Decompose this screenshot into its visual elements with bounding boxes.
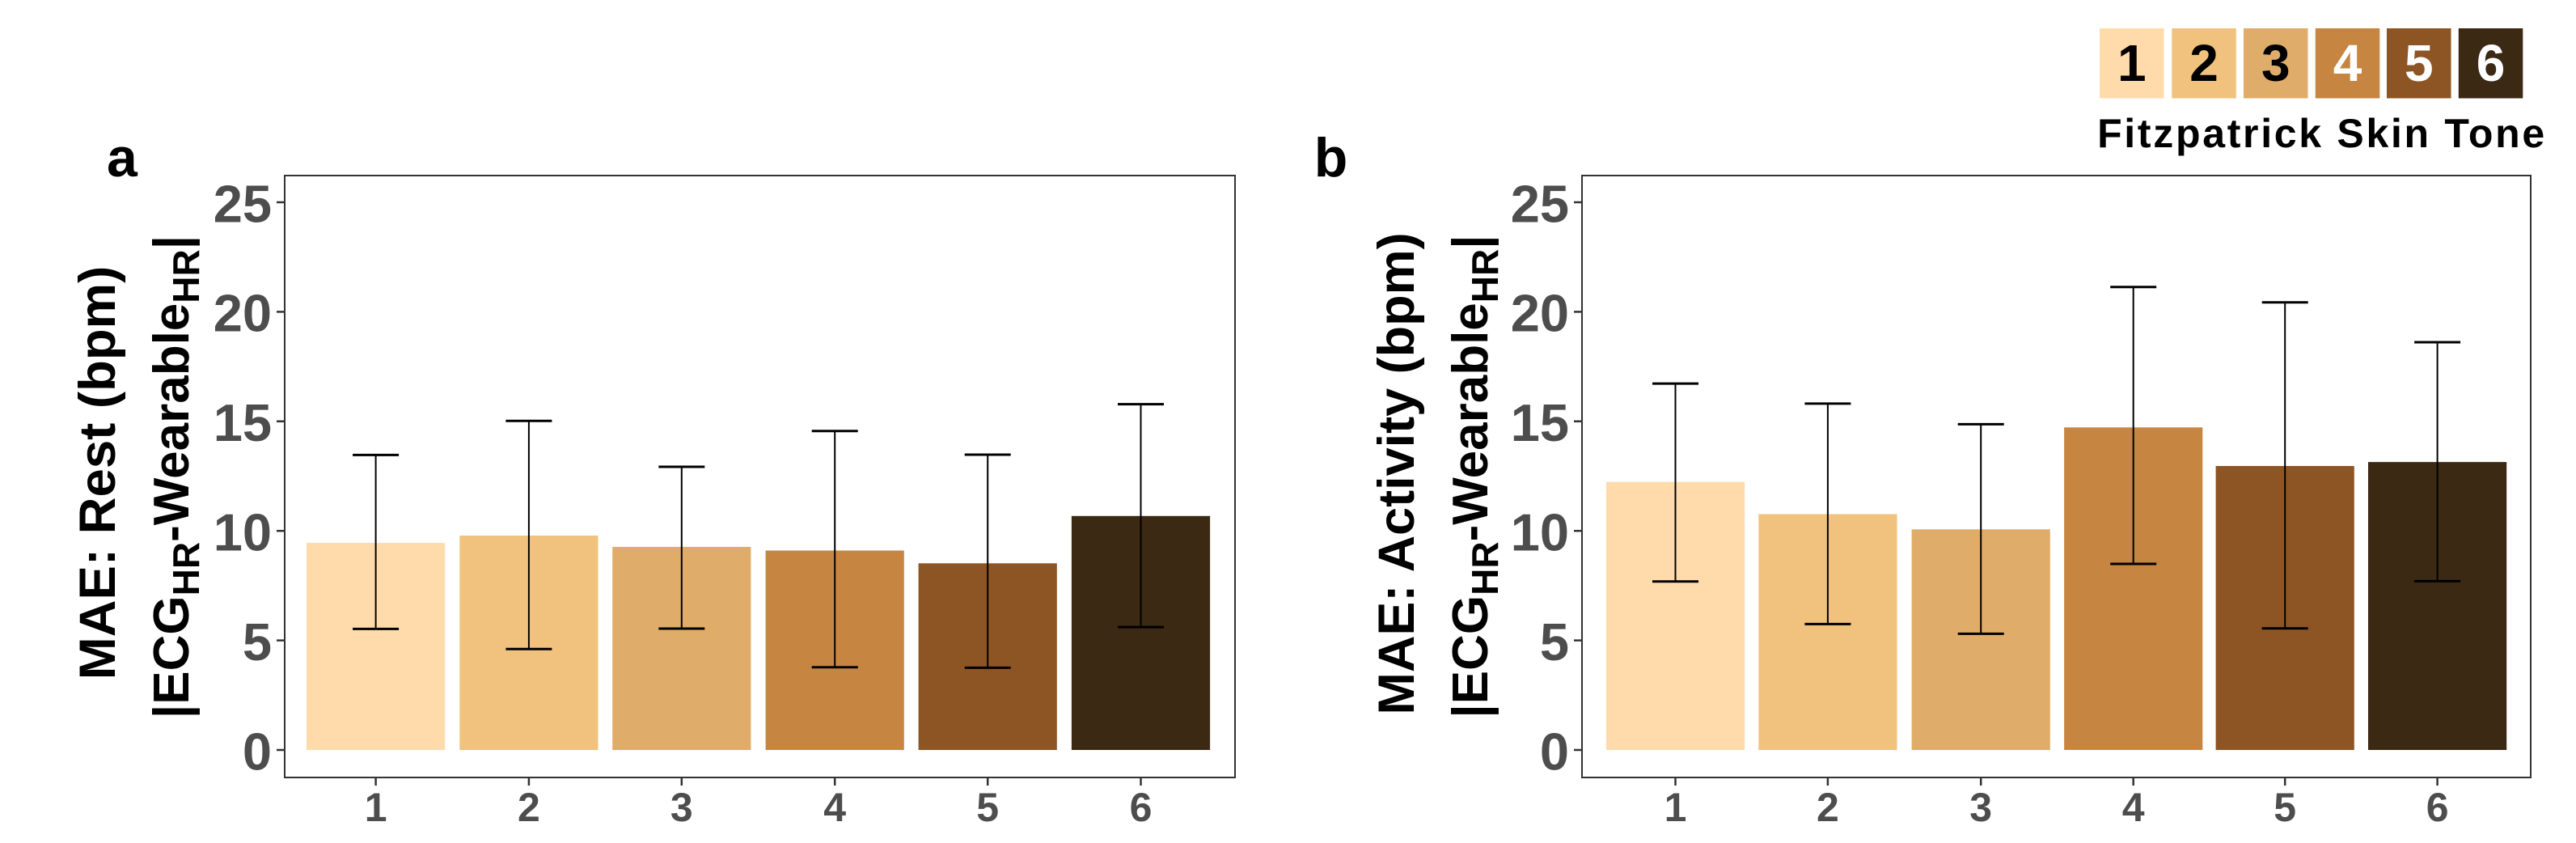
svg-text:5: 5 <box>243 612 272 671</box>
svg-text:MAE: Activity (bpm): MAE: Activity (bpm) <box>1368 232 1425 714</box>
svg-text:3: 3 <box>2261 34 2290 92</box>
svg-text:5: 5 <box>2274 785 2296 830</box>
svg-text:1: 1 <box>365 785 387 830</box>
svg-text:5: 5 <box>2405 34 2434 92</box>
svg-text:0: 0 <box>1540 722 1569 781</box>
svg-text:5: 5 <box>1540 612 1569 671</box>
svg-text:6: 6 <box>2426 785 2449 830</box>
svg-text:3: 3 <box>1969 785 1992 830</box>
svg-text:2: 2 <box>1817 785 1839 830</box>
svg-text:20: 20 <box>1511 284 1569 343</box>
svg-text:15: 15 <box>214 393 272 452</box>
svg-text:|ECGHR-WearableHR|: |ECGHR-WearableHR| <box>144 235 207 718</box>
svg-text:3: 3 <box>670 785 693 830</box>
svg-text:10: 10 <box>1511 503 1569 562</box>
svg-text:4: 4 <box>823 785 846 830</box>
svg-text:0: 0 <box>243 722 272 781</box>
svg-text:|ECGHR-WearableHR|: |ECGHR-WearableHR| <box>1443 235 1506 718</box>
svg-text:4: 4 <box>2122 785 2145 830</box>
svg-text:a: a <box>107 127 138 189</box>
svg-text:6: 6 <box>1130 785 1153 830</box>
svg-text:10: 10 <box>214 503 272 562</box>
svg-text:MAE: Rest (bpm): MAE: Rest (bpm) <box>70 266 126 680</box>
svg-text:4: 4 <box>2333 34 2362 92</box>
svg-text:20: 20 <box>214 284 272 343</box>
svg-text:Fitzpatrick Skin Tone: Fitzpatrick Skin Tone <box>2097 111 2547 156</box>
svg-text:25: 25 <box>1511 174 1569 233</box>
svg-text:2: 2 <box>518 785 540 830</box>
svg-text:15: 15 <box>1511 393 1569 452</box>
svg-text:2: 2 <box>2189 34 2219 92</box>
svg-text:1: 1 <box>1664 785 1687 830</box>
svg-text:5: 5 <box>976 785 999 830</box>
svg-text:1: 1 <box>2117 34 2147 92</box>
svg-text:25: 25 <box>214 174 272 233</box>
svg-text:b: b <box>1314 127 1348 189</box>
svg-text:6: 6 <box>2477 34 2506 92</box>
